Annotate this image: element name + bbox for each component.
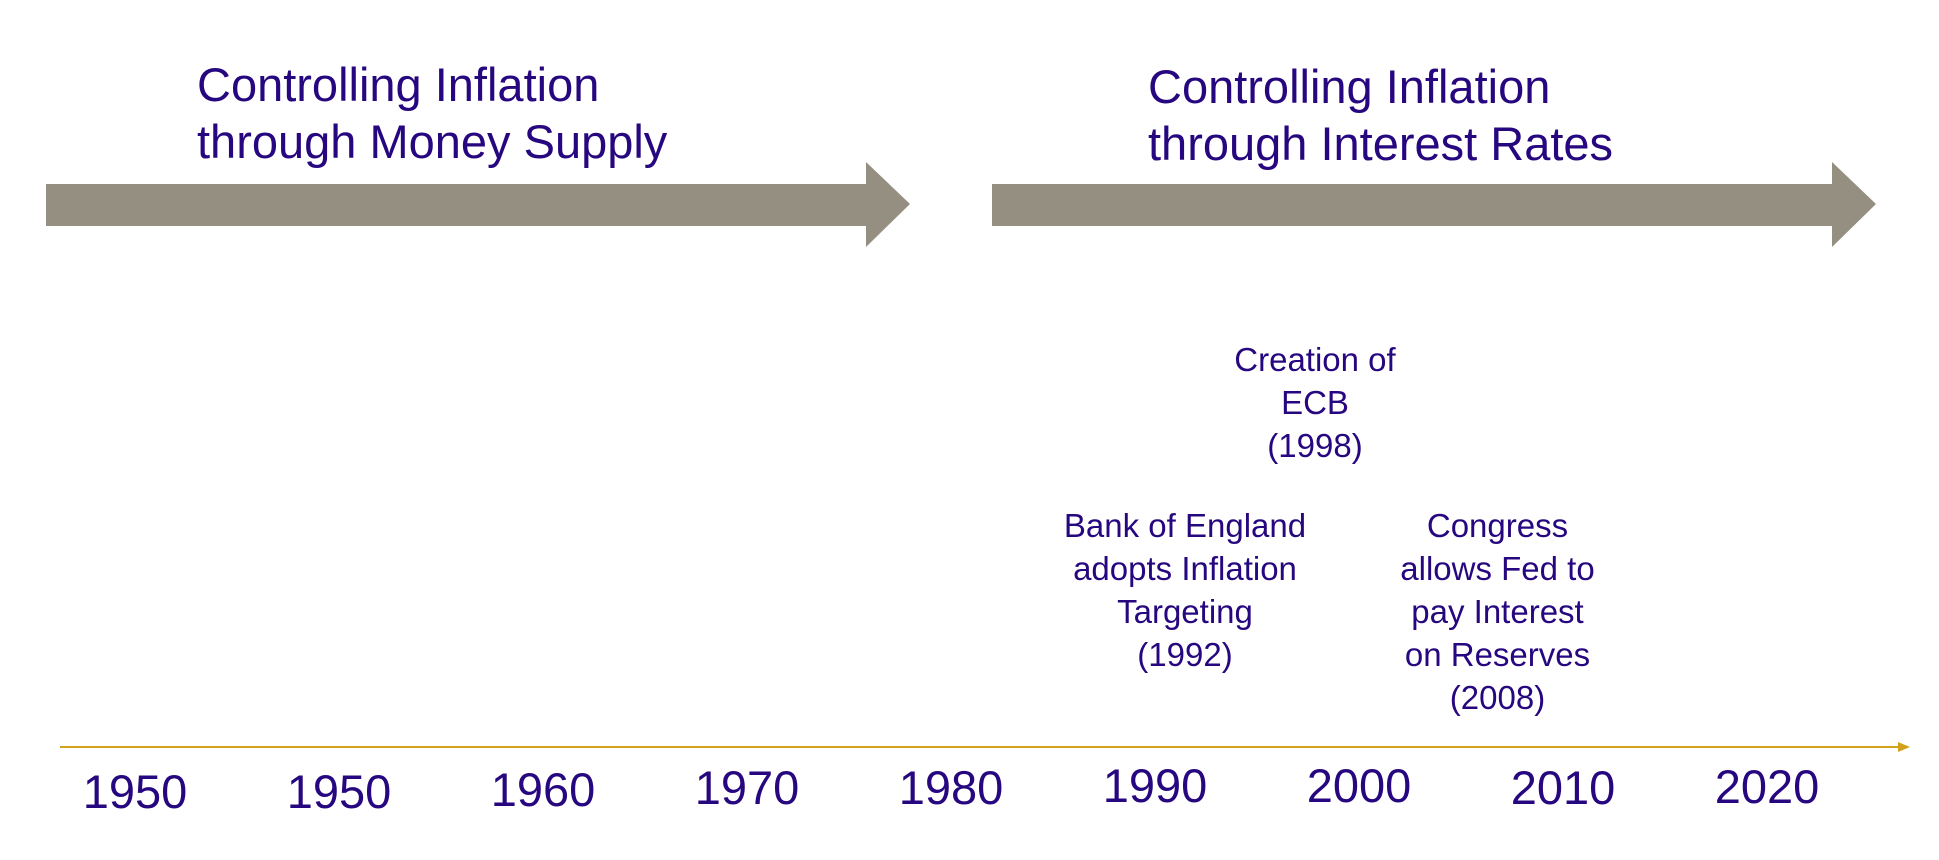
year-label: 2020 [1714,760,1820,813]
year-label: 2000 [1306,759,1412,812]
year-label: 1950 [286,765,392,818]
year-label: 1980 [898,761,1004,814]
event-line: (1992) [1137,636,1233,673]
event-line: ECB [1281,384,1349,421]
phase-title-interest-rates: Controlling Inflation through Interest R… [1148,58,1613,172]
event-line: pay Interest [1411,593,1584,630]
year-label: 1990 [1102,759,1208,812]
event-line: Creation of [1234,341,1396,378]
year-label: 2010 [1510,761,1616,814]
event-line: Congress [1426,507,1569,544]
timeline-axis [60,742,1910,752]
event-line: (2008) [1449,679,1546,716]
event-line: Targeting [1117,593,1253,630]
phase-arrow-interest-rates [992,162,1876,247]
phase-title-line: Controlling Inflation [197,58,600,111]
event-line: on Reserves [1404,636,1591,673]
phase-title-line: Controlling Inflation [1148,60,1551,113]
event-fed-interest-on-reserves: Congress allows Fed to pay Interest on R… [1360,504,1635,719]
phase-arrow-money-supply [46,162,910,247]
event-line: adopts Inflation [1073,550,1297,587]
event-line: allows Fed to [1400,550,1595,587]
event-creation-of-ecb: Creation of ECB (1998) [1175,338,1455,467]
phase-title-money-supply: Controlling Inflation through Money Supp… [197,56,667,170]
year-label: 1950 [82,765,188,818]
phase-title-line: through Interest Rates [1148,117,1614,170]
event-line: Bank of England [1063,507,1307,544]
year-label: 1960 [490,763,596,816]
event-bank-of-england-targeting: Bank of England adopts Inflation Targeti… [1025,504,1345,676]
year-label: 1970 [694,761,800,814]
phase-title-line: through Money Supply [197,115,668,168]
event-line: (1998) [1267,427,1363,464]
